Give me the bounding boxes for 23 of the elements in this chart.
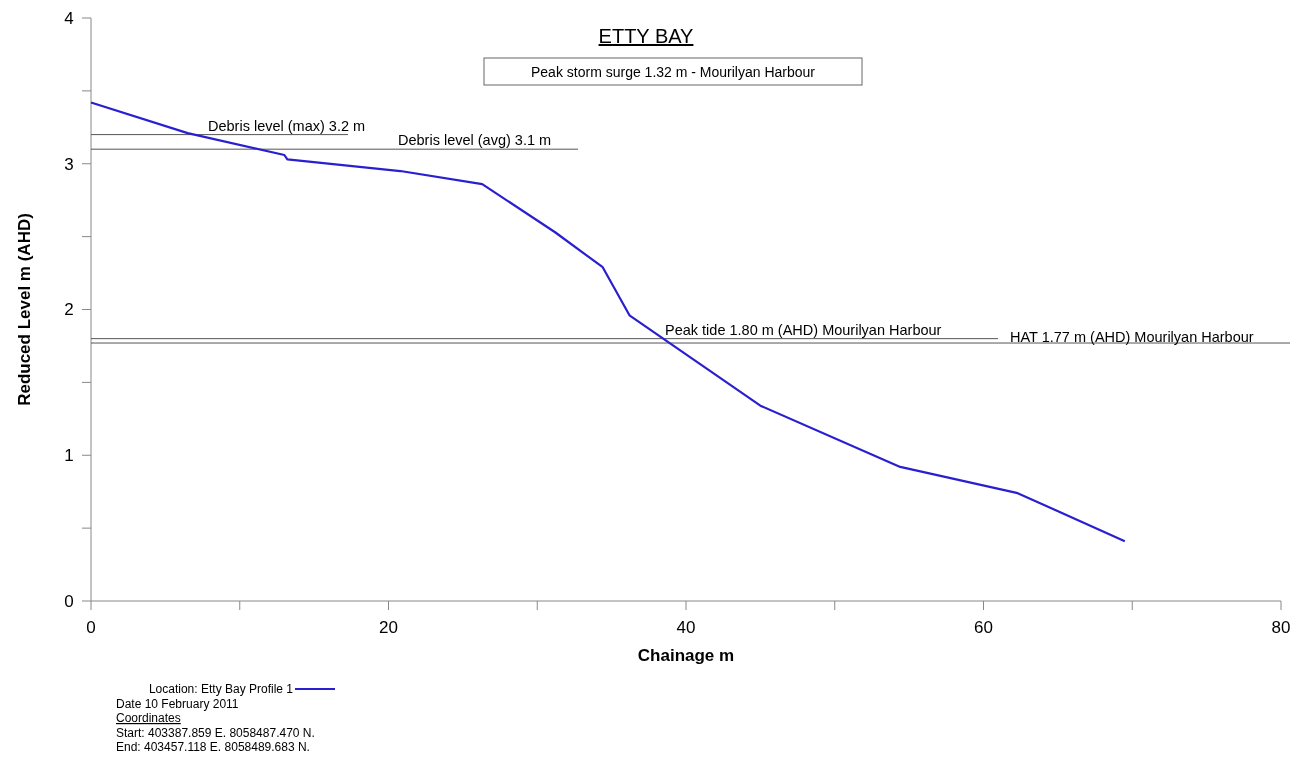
x-tick-label: 40	[676, 618, 696, 637]
x-tick-label: 0	[86, 618, 96, 637]
y-tick-label: 2	[64, 300, 74, 320]
y-tick-label: 0	[64, 591, 74, 611]
text: Date 10 February 2011	[116, 696, 239, 711]
ref-line-label: Debris level (max) 3.2 m	[208, 117, 366, 134]
y-axis-title: Reduced Level m (AHD)	[14, 213, 34, 406]
text: End: 403457.118 E. 8058489.683 N.	[116, 740, 310, 754]
y-tick-label: 3	[64, 154, 74, 174]
y-tick-label: 1	[64, 446, 74, 466]
x-tick-label: 60	[974, 618, 993, 637]
text: Start: 403387.859 E. 8058487.470 N.	[116, 725, 315, 740]
chart-title: ETTY BAY	[598, 25, 694, 47]
x-axis-title: Chainage m	[637, 646, 735, 665]
ref-line-label: HAT 1.77 m (AHD) Mourilyan Harbour	[1010, 329, 1254, 346]
y-tick-label: 4	[64, 8, 74, 28]
ref-line-label: Peak tide 1.80 m (AHD) Mourilyan Harbour	[665, 321, 942, 338]
legend-label: Location: Etty Bay Profile 1	[148, 682, 294, 696]
text: Peak storm surge 1.32 m - Mourilyan Harbour	[531, 63, 816, 80]
ref-line-label: Debris level (avg) 3.1 m	[398, 132, 552, 149]
x-tick-label: 80	[1271, 618, 1291, 637]
x-tick-label: 20	[379, 618, 398, 637]
text: Coordinates	[116, 711, 181, 725]
